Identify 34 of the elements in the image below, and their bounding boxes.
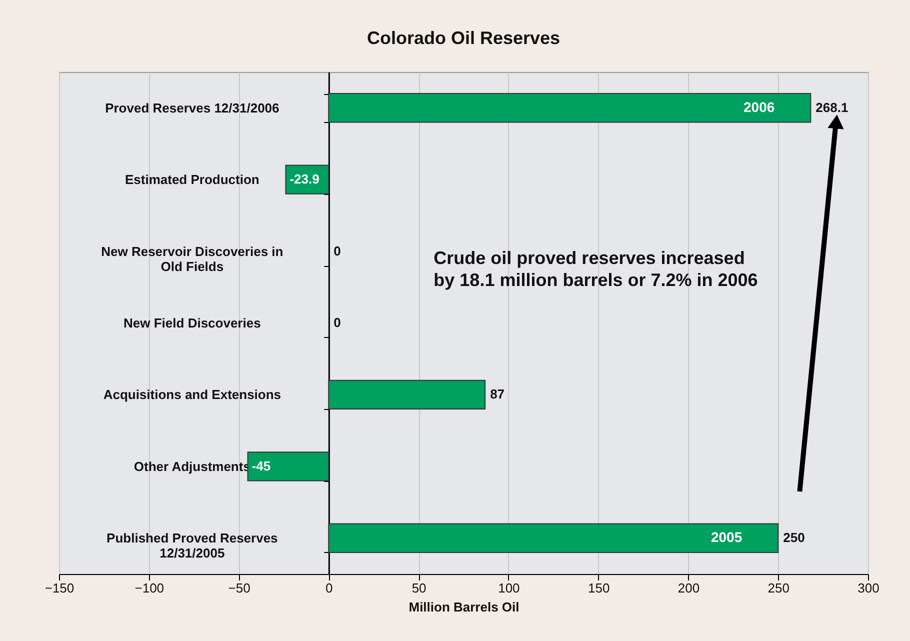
data-label: 0 <box>334 243 341 258</box>
y-tick-label: New Reservoir Discoveries in Old Fields <box>101 244 284 274</box>
x-tick-label: −100 <box>134 580 164 596</box>
x-tick-label: 200 <box>678 580 700 596</box>
bar <box>328 93 812 123</box>
y-tick-label: Published Proved Reserves 12/31/2005 <box>106 530 278 561</box>
y-tick-label: Proved Reserves 12/31/2006 <box>105 100 280 116</box>
data-label: 0 <box>334 315 341 330</box>
annotation: 2006 <box>743 98 775 115</box>
data-label: -23.9 <box>290 172 320 187</box>
x-tick-label: 150 <box>588 580 610 596</box>
bar <box>328 380 486 410</box>
chart-title: Colorado Oil Reserves <box>366 28 560 48</box>
x-tick-label: 250 <box>768 580 790 596</box>
bar <box>285 164 330 194</box>
bar <box>247 452 330 482</box>
y-tick-label: Other Adjustments <box>134 458 250 474</box>
data-label: -45 <box>252 458 271 474</box>
y-tick-label: Estimated Production <box>124 172 260 188</box>
data-label: 268.1 <box>816 100 848 115</box>
x-tick-label: 300 <box>858 580 880 596</box>
x-tick-label: 100 <box>498 580 520 596</box>
annotation: 2005 <box>710 529 742 546</box>
x-tick-label: −50 <box>228 580 250 596</box>
x-tick-label: 0 <box>326 580 333 596</box>
y-tick-label: Acquisitions and Extensions <box>103 387 282 402</box>
y-tick-label: New Field Discoveries <box>124 316 261 330</box>
x-tick-label: 50 <box>412 580 426 596</box>
data-label: 87 <box>490 386 505 402</box>
bar <box>328 523 779 553</box>
annotation: Crude oil proved reserves increased by 18.1 million barrels or 7.2% in 2006 <box>434 248 758 290</box>
x-axis-title: Million Barrels Oil <box>408 600 520 614</box>
x-tick-label: −150 <box>44 580 74 596</box>
data-label: 250 <box>783 530 805 546</box>
